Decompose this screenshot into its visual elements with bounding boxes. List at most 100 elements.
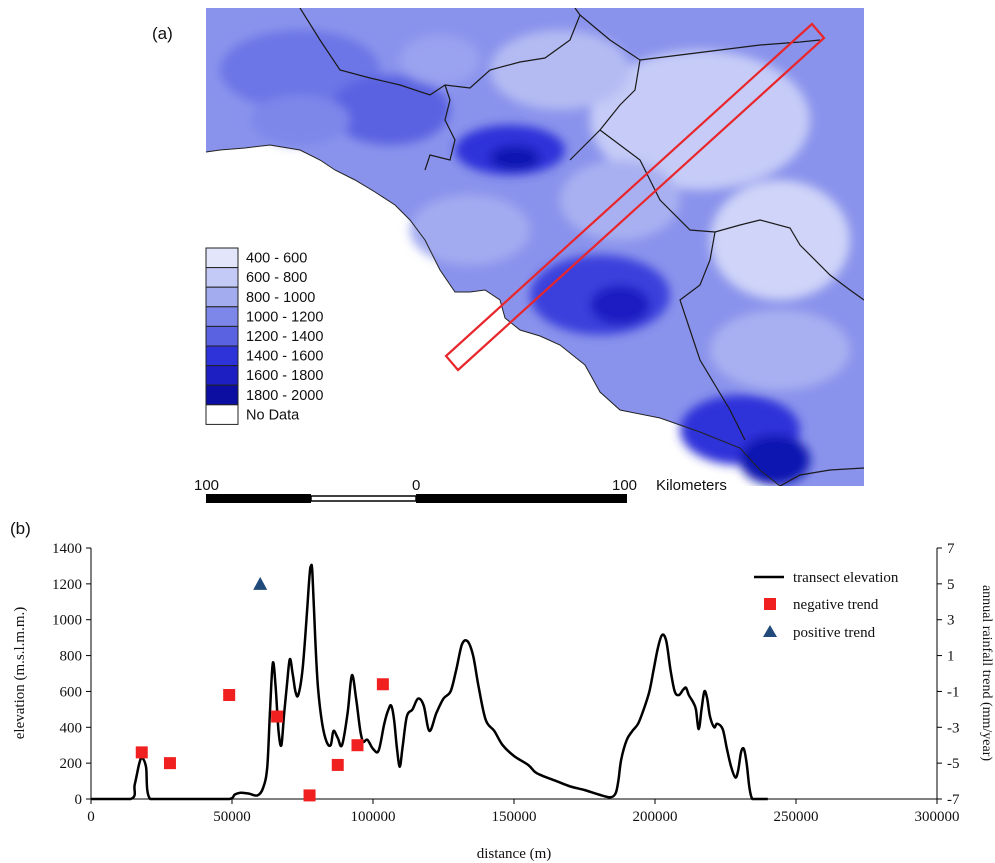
legend-swatch-0: [205, 247, 239, 269]
scale-bar: 100 0 100 Kilometers: [194, 477, 727, 503]
chart-plot-area: 0 50000 100000 150000 200000 250000 300000 0 20…: [52, 541, 960, 825]
legend-label-6: 1600 - 1800: [246, 368, 323, 384]
y-ticks: 0 200 400 600 800 1000 1200 1400: [52, 541, 91, 808]
legend-swatch-2: [205, 286, 239, 308]
positive-trend-point-0: [253, 576, 268, 590]
map-legend: 400 - 600 600 - 800 800 - 1000 1000 - 1200 1…: [205, 247, 323, 425]
legend-label-2: 800 - 1000: [246, 290, 315, 306]
legend-swatch-6: [205, 365, 239, 386]
scale-bar-right-black: [416, 494, 627, 503]
zone-high-6: [740, 435, 810, 485]
legend-label-3: 1000 - 1200: [246, 309, 323, 325]
zone-mid-1: [220, 30, 380, 110]
legend-swatch-7: [205, 384, 239, 406]
x-tick-label-1: 50000: [213, 809, 251, 825]
scale-bar-left-black: [206, 494, 311, 503]
legend-positive-label: positive trend: [793, 625, 876, 641]
y-tick-label-5: 1000: [52, 613, 82, 629]
legend-label-8: No Data: [246, 407, 300, 423]
x-tick-label-4: 200000: [633, 809, 678, 825]
y2-tick-label-7: 7: [947, 541, 955, 557]
x-tick-label-2: 100000: [351, 809, 396, 825]
y-tick-label-0: 0: [75, 792, 83, 808]
legend-label-4: 1200 - 1400: [246, 329, 323, 345]
legend-label-7: 1800 - 2000: [246, 388, 323, 404]
y2-axis-label: annual rainfall trend (mm/year): [979, 585, 994, 761]
scale-bar-left-white: [310, 495, 417, 502]
negative-trend-point-3: [271, 710, 284, 723]
legend-swatch-8: [205, 404, 239, 425]
panel-a-label: (a): [152, 24, 173, 43]
legend-positive-swatch: [763, 625, 777, 637]
legend-label-5: 1400 - 1600: [246, 349, 323, 365]
series-negative-trend: [135, 678, 389, 802]
scale-label-left: 100: [194, 477, 219, 494]
legend-negative-label: negative trend: [793, 597, 879, 613]
boundary-1: [299, 8, 581, 96]
panel-a: (a): [152, 8, 864, 503]
zone-low-3: [490, 30, 630, 110]
y2-tick-label-2: -3: [947, 720, 960, 736]
legend-label-0: 400 - 600: [246, 251, 307, 267]
zone-low-2: [710, 180, 850, 300]
x-tick-label-0: 0: [87, 809, 95, 825]
zone-high-2: [490, 146, 540, 170]
scale-label-right: 100: [612, 477, 637, 494]
y-tick-label-6: 1200: [52, 577, 82, 593]
negative-trend-point-5: [331, 758, 344, 771]
y-tick-label-7: 1400: [52, 541, 82, 557]
zone-low-4: [560, 160, 680, 240]
legend-swatch-1: [205, 267, 239, 288]
map-coast: [206, 144, 781, 486]
scale-label-mid: 0: [412, 477, 420, 494]
x-tick-label-6: 300000: [915, 809, 960, 825]
x-tick-label-3: 150000: [492, 809, 537, 825]
x-axis-label: distance (m): [477, 846, 552, 862]
x-tick-label-5: 250000: [774, 809, 819, 825]
legend-swatch-4: [205, 325, 239, 347]
zone-high-4: [590, 285, 650, 325]
negative-trend-point-7: [376, 678, 389, 691]
legend-transect-label: transect elevation: [793, 570, 899, 586]
legend-swatch-5: [205, 345, 239, 367]
y2-tick-label-3: -1: [947, 684, 960, 700]
boundary-3: [569, 14, 641, 161]
boundary-2: [424, 84, 456, 171]
series-transect-elevation-line: [90, 563, 768, 801]
zone-mid-3: [250, 95, 350, 145]
negative-trend-point-2: [223, 689, 236, 702]
x-ticks: 0 50000 100000 150000 200000 250000 300000: [87, 799, 960, 825]
negative-trend-point-4: [303, 789, 316, 802]
legend-label-1: 600 - 800: [246, 270, 307, 286]
transect-box: [444, 22, 826, 372]
y2-ticks: -7 -5 -3 -1 1 3 5 7: [937, 541, 960, 808]
scale-label-unit: Kilometers: [656, 477, 727, 494]
map-boundaries: [299, 8, 864, 486]
y2-tick-label-4: 1: [947, 649, 955, 665]
y-tick-label-4: 800: [60, 649, 83, 665]
y-tick-label-3: 600: [60, 684, 83, 700]
zone-low-6: [710, 310, 850, 390]
legend-swatch-3: [205, 306, 239, 327]
y2-tick-label-5: 3: [947, 613, 955, 629]
negative-trend-point-6: [351, 739, 364, 752]
panel-b-label: (b): [10, 519, 31, 538]
boundary-6: [679, 231, 746, 441]
negative-trend-point-0: [135, 746, 148, 759]
series-positive-trend: [253, 576, 268, 590]
y-tick-label-1: 200: [60, 756, 83, 772]
boundary-7: [779, 467, 864, 486]
panel-b: (b) 0 50000 100000 150000 200000 250000 300000…: [10, 519, 994, 862]
boundary-4: [639, 39, 821, 61]
y-axis-label: elevation (m.s.l.m.m.): [12, 607, 28, 739]
zone-mid-2: [330, 75, 450, 145]
boundary-5: [599, 129, 864, 301]
legend-negative-swatch: [764, 598, 776, 610]
rainfall-map: [206, 8, 864, 486]
y-tick-label-2: 400: [60, 720, 83, 736]
chart-legend: transect elevation negative trend positi…: [754, 570, 899, 641]
zone-mid-4: [400, 35, 480, 85]
negative-trend-point-1: [163, 757, 176, 770]
zone-low-5: [410, 195, 530, 265]
